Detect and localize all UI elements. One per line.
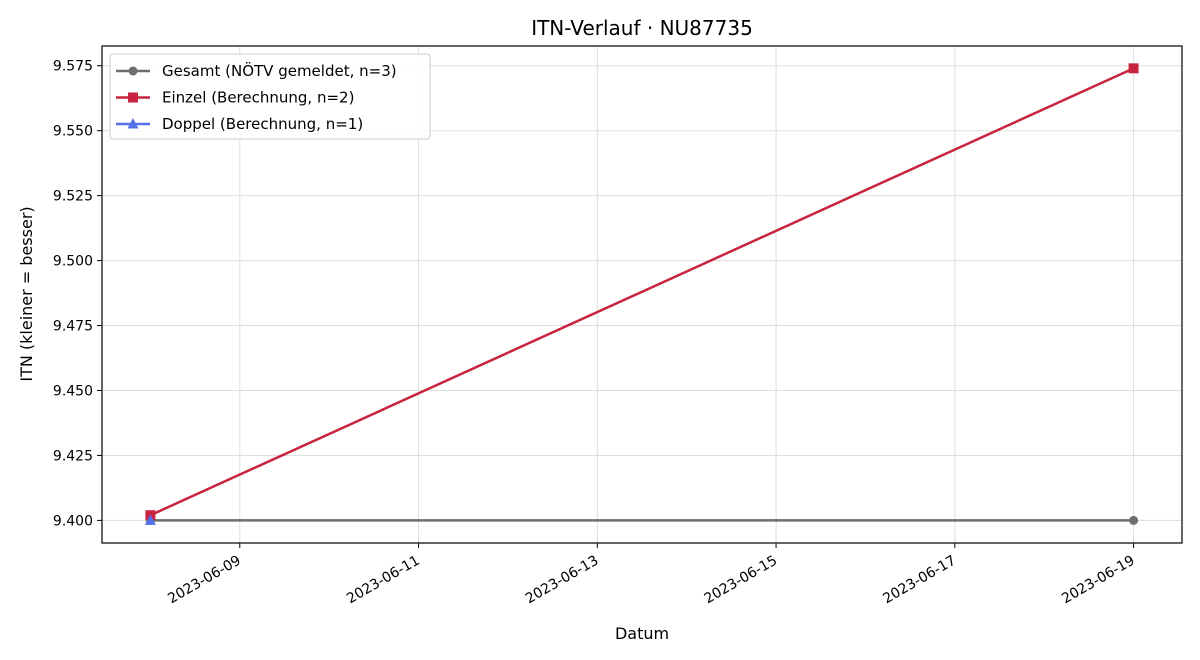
legend-item: Gesamt (NÖTV gemeldet, n=3) (116, 61, 397, 80)
y-axis-label: ITN (kleiner = besser) (17, 206, 36, 381)
chart-title: ITN-Verlauf · NU87735 (531, 16, 753, 40)
x-tick-label: 2023-06-09 (165, 553, 243, 608)
series-1 (145, 515, 1139, 525)
y-tick-label: 9.475 (53, 319, 93, 335)
legend-label: Gesamt (NÖTV gemeldet, n=3) (162, 61, 397, 80)
series-3 (144, 514, 156, 525)
legend-marker (127, 118, 139, 129)
y-tick-label: 9.425 (53, 448, 93, 464)
x-axis-label: Datum (615, 624, 669, 643)
legend-item: Einzel (Berechnung, n=2) (116, 89, 354, 107)
y-tick-label: 9.500 (53, 254, 93, 270)
x-tick-label: 2023-06-11 (344, 553, 422, 608)
y-tick-label: 9.525 (53, 189, 93, 205)
legend-marker (128, 66, 138, 76)
legend-label: Doppel (Berechnung, n=1) (162, 115, 363, 133)
legend-label: Einzel (Berechnung, n=2) (162, 89, 354, 107)
x-tick-label: 2023-06-19 (1059, 553, 1137, 608)
grid-lines (102, 46, 1182, 543)
data-point (144, 514, 156, 525)
y-tick-label: 9.575 (53, 59, 93, 75)
legend: Gesamt (NÖTV gemeldet, n=3) Einzel (Berec… (109, 53, 431, 140)
legend-marker (128, 92, 138, 103)
data-point (1128, 63, 1139, 74)
y-axis: 9.400 9.425 9.450 9.475 9.500 9.525 9.550 9.575 (53, 59, 102, 529)
series-line (149, 67, 1135, 517)
series-layer (144, 63, 1139, 525)
y-tick-label: 9.400 (53, 513, 93, 529)
x-tick-label: 2023-06-13 (523, 553, 601, 608)
x-tick-label: 2023-06-17 (880, 553, 958, 608)
plot-area-frame (101, 45, 1183, 544)
data-point (1129, 515, 1139, 525)
legend-item: Doppel (Berechnung, n=1) (116, 115, 363, 133)
y-tick-label: 9.450 (53, 383, 93, 399)
x-tick-label: 2023-06-15 (702, 553, 780, 608)
y-tick-label: 9.550 (53, 124, 93, 140)
legend-box (109, 53, 431, 140)
x-axis: 2023-06-09 2023-06-11 2023-06-13 2023-06-15… (165, 543, 1138, 608)
